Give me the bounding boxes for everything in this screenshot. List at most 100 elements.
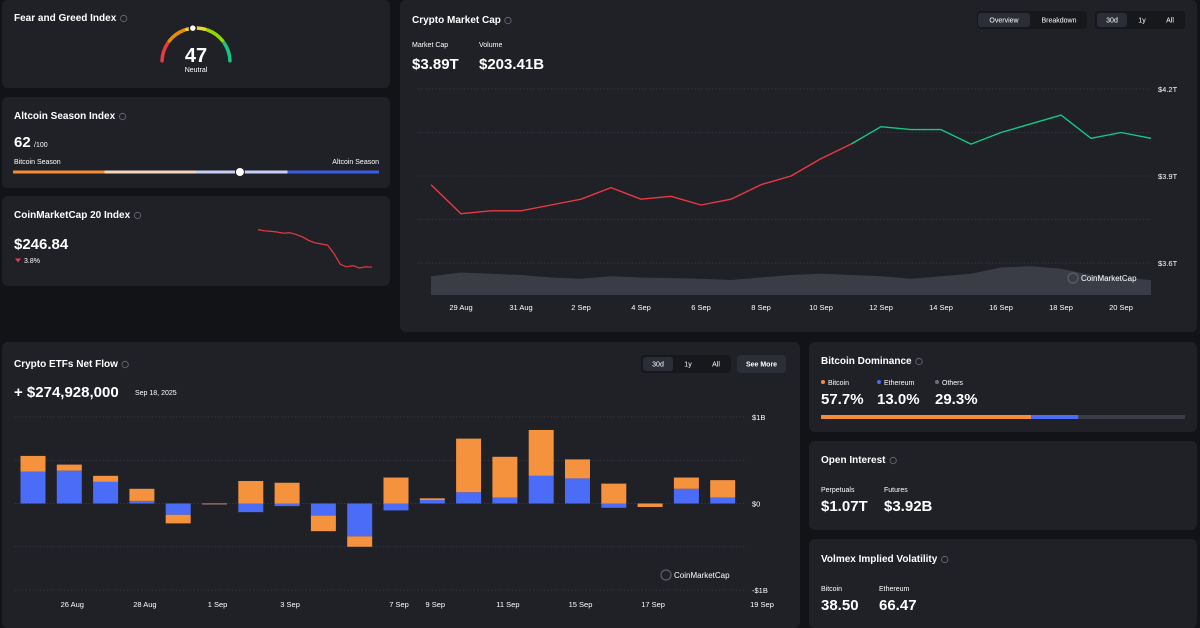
watermark: CoinMarketCap — [674, 571, 730, 580]
flow-bar — [419, 498, 445, 501]
flow-bar — [20, 455, 46, 472]
card-title: Crypto Market Cap — [412, 15, 501, 26]
tab[interactable]: Breakdown — [1041, 18, 1076, 25]
flow-bar — [383, 477, 409, 504]
card — [809, 342, 1197, 432]
net-flow-date: Sep 18, 2025 — [135, 390, 177, 397]
flow-bar — [238, 481, 264, 504]
y-tick-label: $0 — [752, 500, 760, 509]
flow-bar — [274, 482, 300, 504]
flow-bar — [93, 475, 119, 482]
x-tick-label: 10 Sep — [809, 303, 833, 312]
stat-value: $203.41B — [479, 56, 544, 73]
scale-knob — [234, 167, 245, 177]
card-title: CoinMarketCap 20 Index — [14, 210, 131, 221]
x-tick-label: 19 Sep — [750, 600, 774, 609]
flow-bar — [528, 429, 554, 476]
info-icon — [915, 357, 923, 366]
card-title: Open Interest — [821, 455, 886, 466]
legend-dot — [821, 380, 825, 384]
card — [2, 0, 390, 88]
flow-bar — [20, 471, 46, 504]
net-flow: + $274,928,000 — [14, 384, 119, 401]
watermark-logo — [1067, 272, 1079, 284]
tab-selected — [1097, 13, 1127, 27]
flow-bar — [274, 503, 300, 507]
info-icon — [118, 112, 127, 121]
info-icon — [120, 14, 128, 23]
share-value: 57.7% — [821, 391, 864, 408]
tab[interactable]: 30d — [1106, 18, 1118, 25]
x-tick-label: 3 Sep — [280, 600, 300, 609]
y-tick-label: $3.6T — [1158, 259, 1178, 268]
flow-bar — [347, 536, 373, 547]
card — [809, 539, 1197, 628]
x-tick-label: 1 Sep — [208, 600, 228, 609]
index-max: /100 — [34, 142, 48, 149]
flow-bar — [601, 503, 627, 508]
flow-bar — [238, 503, 264, 513]
x-tick-label: 7 Sep — [389, 600, 409, 609]
stat-label: Futures — [884, 487, 908, 494]
button-label[interactable]: See More — [746, 362, 777, 369]
x-tick-label: 26 Aug — [61, 600, 84, 609]
gauge-segment — [160, 41, 170, 63]
index-change: 3.8% — [24, 258, 40, 265]
flow-bar — [565, 459, 590, 479]
flow-bar — [56, 470, 82, 504]
x-tick-label: 16 Sep — [989, 303, 1013, 312]
sparkline — [257, 229, 373, 269]
stat-label: Volume — [479, 42, 502, 49]
y-tick-label: $4.2T — [1158, 85, 1178, 94]
tab-selected — [978, 13, 1030, 27]
tab[interactable]: All — [1166, 18, 1174, 25]
button[interactable] — [737, 355, 786, 373]
card — [809, 441, 1197, 530]
x-tick-label: 28 Aug — [133, 600, 156, 609]
x-tick-label: 20 Sep — [1109, 303, 1133, 312]
flow-bar — [601, 483, 627, 504]
gauge-label: Neutral — [185, 67, 208, 74]
scale-right-label: Altcoin Season — [332, 159, 379, 166]
card-title: Altcoin Season Index — [14, 111, 116, 122]
tab[interactable]: All — [712, 362, 720, 369]
gauge-value: 47 — [185, 45, 207, 67]
flow-bar — [492, 497, 518, 504]
scale-segment — [104, 170, 196, 174]
card — [2, 196, 390, 286]
info-icon — [889, 456, 897, 465]
flow-bar — [165, 503, 191, 515]
tab[interactable]: Overview — [989, 18, 1019, 25]
y-tick-label: $3.9T — [1158, 172, 1178, 181]
index-price: $246.84 — [14, 236, 69, 253]
flow-bar — [565, 478, 590, 504]
tab[interactable]: 30d — [652, 362, 664, 369]
price-line — [850, 114, 1152, 145]
flow-bar — [56, 464, 82, 471]
down-triangle — [15, 258, 21, 263]
share-bar — [1031, 415, 1079, 419]
flow-bar — [710, 480, 736, 498]
info-icon — [121, 360, 129, 369]
legend-label: Others — [942, 380, 964, 387]
watermark-logo — [660, 569, 672, 581]
flow-bar — [710, 497, 736, 504]
share-value: 13.0% — [877, 391, 920, 408]
flow-bar — [492, 456, 518, 498]
flow-bar — [165, 514, 191, 524]
stat-value: 38.50 — [821, 597, 859, 614]
tab[interactable]: 1y — [1138, 18, 1146, 25]
y-tick-label: $1B — [752, 413, 765, 422]
legend-label: Ethereum — [884, 380, 915, 387]
card — [2, 97, 390, 188]
flow-bar — [310, 503, 336, 516]
flow-bar — [129, 488, 155, 501]
stat-label: Perpetuals — [821, 487, 855, 494]
x-tick-label: 9 Sep — [425, 600, 445, 609]
legend-dot — [935, 380, 939, 384]
tab[interactable]: 1y — [684, 362, 692, 369]
tab-selected — [643, 357, 673, 371]
card-title: Bitcoin Dominance — [821, 356, 912, 367]
flow-bar — [456, 438, 482, 493]
